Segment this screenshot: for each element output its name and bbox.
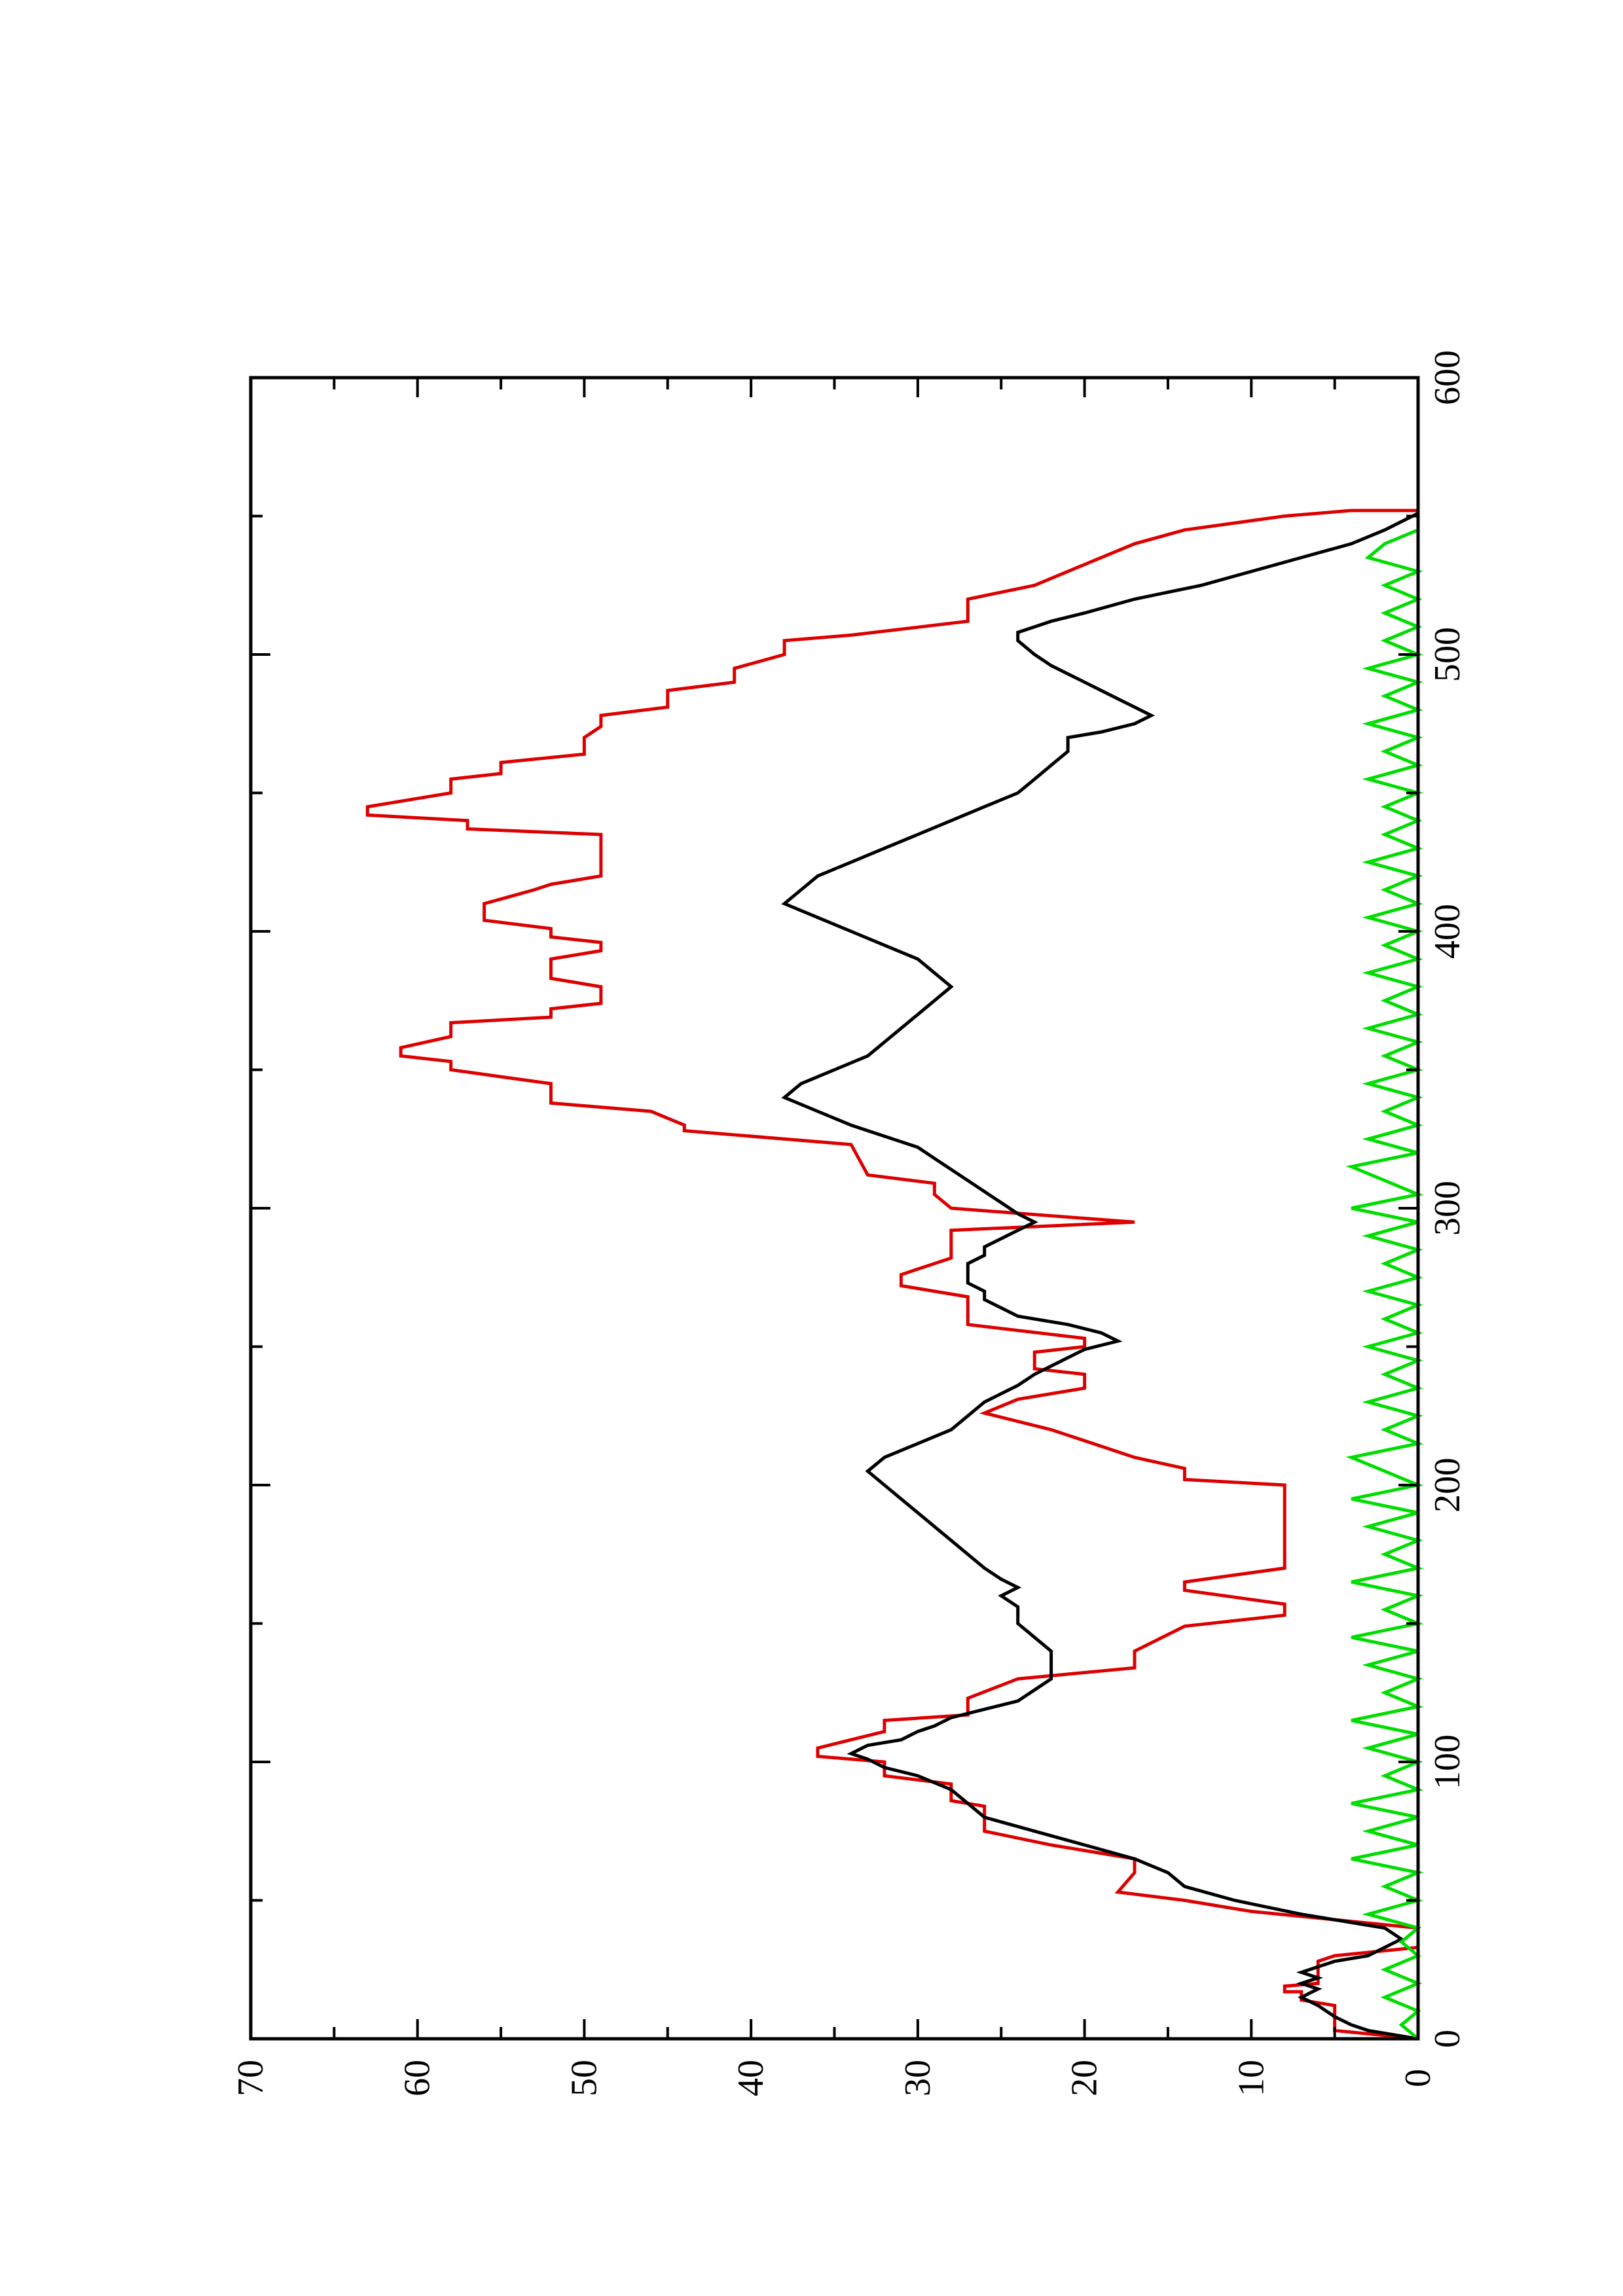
y-tick-label: 40 — [731, 2060, 771, 2096]
series-line-2 — [781, 512, 1419, 2041]
x-tick-label: 0 — [1427, 2030, 1468, 2048]
series-line-1 — [365, 509, 1420, 2041]
x-tick-label: 500 — [1427, 627, 1468, 682]
series-line-3 — [1345, 516, 1424, 2040]
y-tick-label: 60 — [397, 2060, 438, 2096]
x-tick-label: 100 — [1427, 1734, 1468, 1789]
y-tick-label: 50 — [564, 2060, 604, 2096]
x-tick-label: 300 — [1427, 1181, 1468, 1236]
plot-frame — [249, 376, 1420, 2041]
x-tick-label: 600 — [1427, 350, 1468, 405]
y-tick-label: 0 — [1398, 2069, 1438, 2087]
ticks-layer — [249, 376, 1419, 2040]
y-tick-label: 10 — [1231, 2060, 1271, 2096]
x-tick-label: 400 — [1427, 904, 1468, 959]
x-tick-label: 200 — [1427, 1458, 1468, 1513]
y-tick-label: 20 — [1065, 2060, 1105, 2096]
y-tick-label: 70 — [230, 2060, 271, 2096]
y-tick-label: 30 — [898, 2060, 938, 2096]
labels-layer: 0 100 200 300 400 500 600 0 10 20 30 40 50 60 70 — [230, 350, 1468, 2096]
series-layer — [365, 509, 1424, 2041]
